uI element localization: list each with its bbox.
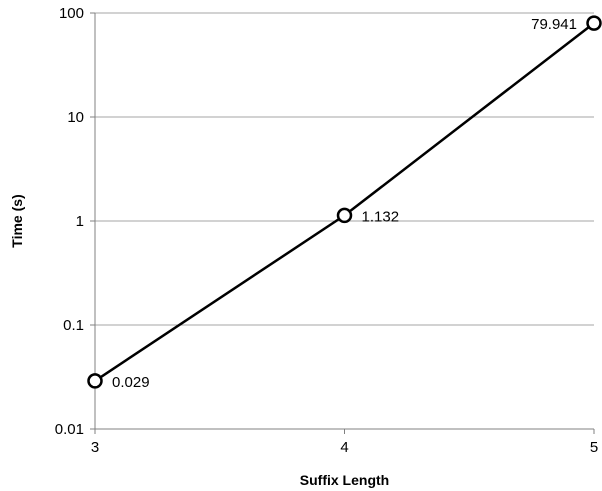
y-tick-label: 0.1 — [63, 317, 84, 334]
x-tick-labels: 3 4 5 — [91, 439, 598, 456]
data-label: 0.029 — [112, 374, 150, 391]
data-point — [586, 15, 602, 31]
x-tick-label: 4 — [340, 439, 348, 456]
y-tick-label: 10 — [67, 109, 84, 126]
y-axis-title: Time (s) — [9, 194, 25, 247]
y-tick-labels: 0.01 0.1 1 10 100 — [55, 5, 84, 438]
y-tick-label: 100 — [59, 5, 84, 22]
gridlines — [95, 12, 594, 326]
data-labels: 0.029 1.132 79.941 — [112, 16, 577, 391]
series — [87, 15, 602, 389]
y-tick-label: 1 — [76, 213, 84, 230]
y-tick-label: 0.01 — [55, 421, 84, 438]
data-point — [336, 207, 353, 224]
data-label: 1.132 — [362, 208, 400, 225]
x-tick-label: 3 — [91, 439, 99, 456]
data-label: 79.941 — [531, 16, 577, 33]
x-tick-label: 5 — [590, 439, 598, 456]
series-line — [94, 22, 595, 382]
x-axis-title: Suffix Length — [300, 472, 389, 488]
axes — [90, 12, 595, 434]
data-point — [87, 373, 103, 389]
